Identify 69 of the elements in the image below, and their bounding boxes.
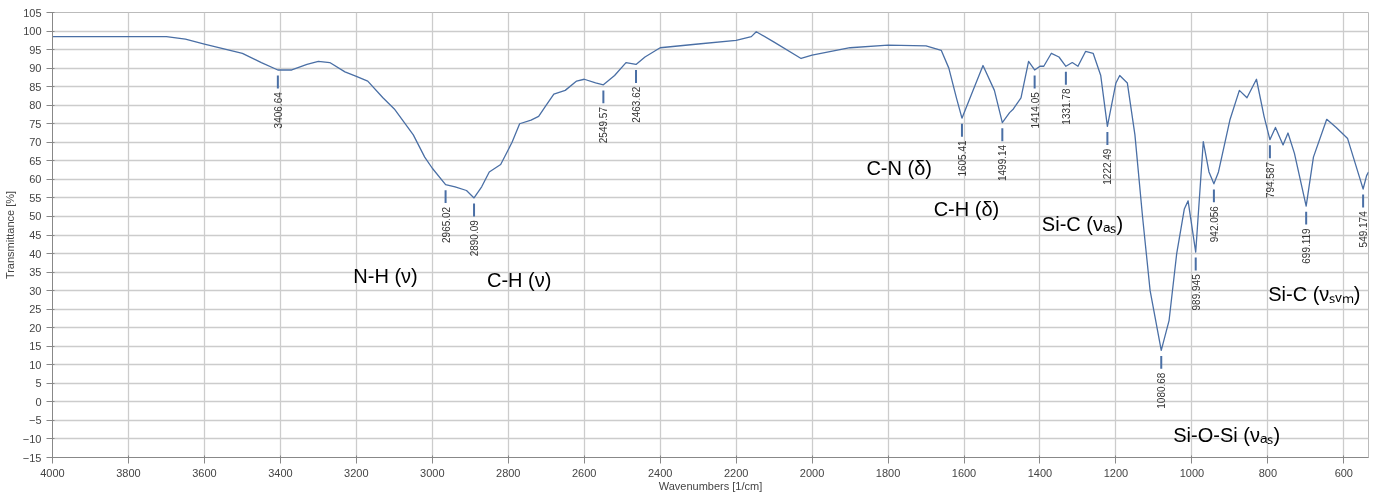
annotation: C-H (ν)	[486, 268, 552, 291]
annotation: 2965.02	[440, 206, 452, 243]
y-tick-label: −10	[22, 432, 42, 445]
annotation: 1222.49	[1102, 148, 1114, 185]
y-tick-label: 100	[23, 25, 42, 38]
x-tick-label: 2600	[571, 466, 597, 479]
x-tick-label: 1000	[1179, 466, 1205, 479]
annotation: 794.587	[1264, 161, 1276, 199]
y-tick-label: 70	[29, 136, 42, 149]
y-tick-label: 30	[29, 284, 42, 297]
annotation: 942.056	[1208, 205, 1220, 243]
y-tick-label: 25	[29, 303, 42, 316]
annotation: 1605.41	[956, 140, 968, 177]
annotation: N-H (ν)	[353, 264, 418, 287]
y-tick-label: 40	[29, 247, 42, 260]
x-tick-label: 3000	[420, 466, 445, 479]
y-tick-label: 105	[23, 6, 42, 19]
x-tick-label: 2400	[647, 466, 673, 479]
y-tick-label: −15	[22, 451, 42, 464]
y-tick-label: 80	[29, 99, 42, 112]
y-tick-label: 90	[29, 62, 42, 75]
annotation: 2549.57	[598, 106, 610, 144]
x-tick-label: 3200	[344, 466, 369, 479]
y-tick-label: 35	[29, 266, 42, 279]
x-tick-label: 2200	[723, 466, 749, 479]
x-tick-label: 1600	[951, 466, 977, 479]
y-tick-label: 5	[35, 377, 42, 390]
x-axis-title: Wavenumbers [1/cm]	[658, 479, 763, 492]
annotation: Si-C (νₛᵥₘ)	[1268, 283, 1361, 306]
x-tick-label: 3600	[192, 466, 217, 479]
x-tick-label: 3800	[116, 466, 141, 479]
annotation: 1499.14	[997, 144, 1009, 182]
line-series	[52, 31, 1369, 351]
annotation: C-H (δ)	[933, 198, 1000, 221]
annotation: 1414.05	[1029, 91, 1041, 129]
annotation: 3406.64	[272, 91, 284, 129]
y-tick-label: 10	[29, 358, 42, 371]
y-tick-label: 85	[29, 80, 42, 93]
x-tick-label: 4000	[40, 466, 65, 479]
x-tick-label: 3400	[268, 466, 293, 479]
x-tick-label: 1800	[875, 466, 901, 479]
y-tick-label: 50	[29, 210, 42, 223]
y-tick-label: 0	[35, 395, 42, 408]
x-tick-label: 600	[1334, 466, 1353, 479]
annotation: C-N (δ)	[866, 157, 932, 180]
y-tick-label: 75	[29, 117, 42, 130]
y-axis-title: Transmittance [%]	[3, 190, 16, 280]
y-tick-label: 55	[29, 191, 42, 204]
y-tick-label: 20	[29, 321, 42, 334]
x-tick-label: 2000	[799, 466, 825, 479]
y-tick-label: 15	[29, 340, 42, 353]
annotation: 549.174	[1358, 210, 1370, 248]
y-tick-label: −5	[28, 414, 42, 427]
x-tick-label: 1400	[1027, 466, 1053, 479]
annotation: 2890.09	[469, 219, 481, 257]
annotation: Si-C (νₐₛ)	[1041, 212, 1124, 235]
annotation: 2463.62	[631, 86, 643, 123]
annotation: 989.945	[1190, 273, 1202, 311]
x-tick-label: 800	[1258, 466, 1278, 479]
x-tick-label: 2800	[496, 466, 521, 479]
y-tick-label: 45	[29, 229, 42, 241]
annotation: 699.119	[1301, 227, 1313, 264]
annotation: 1331.78	[1060, 88, 1072, 125]
y-tick-label: 95	[29, 43, 42, 56]
annotation: 1080.68	[1156, 372, 1168, 409]
annotation: Si-O-Si (νₐₛ)	[1173, 424, 1281, 447]
x-tick-label: 1200	[1103, 466, 1129, 479]
y-tick-label: 65	[29, 154, 42, 167]
y-tick-label: 60	[29, 173, 42, 186]
